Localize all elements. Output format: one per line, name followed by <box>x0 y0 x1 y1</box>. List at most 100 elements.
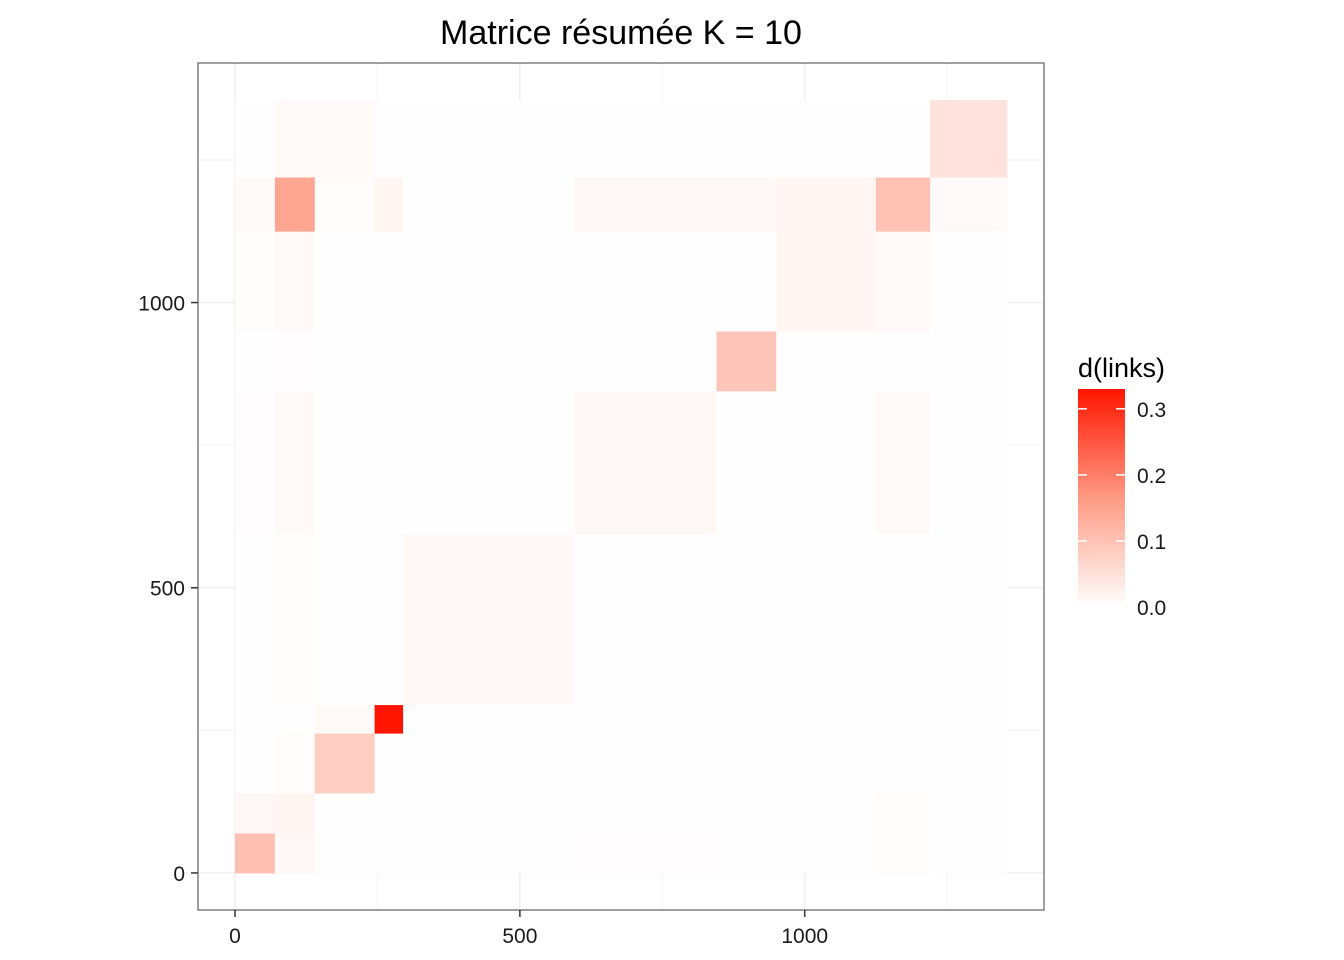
heatmap-cell <box>574 331 717 392</box>
heatmap-cell <box>235 177 276 232</box>
heatmap-cell <box>776 533 877 706</box>
heatmap-cell <box>875 704 931 734</box>
heatmap-cell <box>374 390 404 534</box>
legend-title: d(links) <box>1078 353 1165 383</box>
heatmap-cell <box>314 833 376 874</box>
heatmap-cell <box>403 704 575 734</box>
heatmap-cell <box>274 793 316 834</box>
heatmap-cell <box>574 704 717 734</box>
heatmap-cell <box>235 533 276 706</box>
heatmap-cell <box>930 231 1008 332</box>
heatmap-cell <box>776 231 877 332</box>
heatmap-cell <box>314 390 376 534</box>
heatmap-cell <box>574 100 717 178</box>
heatmap-cell <box>274 390 316 534</box>
heatmap-cell <box>776 793 877 834</box>
chart-title: Matrice résumée K = 10 <box>440 14 802 52</box>
heatmap-cell <box>374 533 404 706</box>
heatmap-cell <box>875 533 931 706</box>
heatmap-cell <box>776 100 877 178</box>
heatmap-cell <box>716 390 777 534</box>
heatmap-cell <box>875 793 931 834</box>
heatmap-cell <box>716 100 777 178</box>
heatmap-cell <box>403 231 575 332</box>
heatmap-cell <box>374 331 404 392</box>
heatmap-cell <box>403 100 575 178</box>
legend-colorbar <box>1078 389 1125 607</box>
heatmap-cell <box>776 833 877 874</box>
heatmap-cell <box>374 231 404 332</box>
heatmap-cell <box>235 390 276 534</box>
heatmap-cell <box>776 331 877 392</box>
heatmap-cell <box>235 833 276 874</box>
heatmap-cell <box>574 833 717 874</box>
heatmap-cell <box>574 533 717 706</box>
heatmap-cell <box>314 704 376 734</box>
heatmap-cell <box>274 733 316 794</box>
heatmap-cell <box>776 704 877 734</box>
x-tick-label: 500 <box>502 925 537 948</box>
heatmap-cell <box>930 533 1008 706</box>
legend: d(links) 0.0 0.1 0.2 0.3 <box>1078 353 1166 620</box>
y-tick-label: 500 <box>150 578 185 601</box>
y-tick-label: 0 <box>173 863 185 886</box>
heatmap-cell <box>574 793 717 834</box>
heatmap-cell <box>374 733 404 794</box>
legend-tick-label: 0.1 <box>1137 531 1166 554</box>
heatmap-cell <box>930 331 1008 392</box>
heatmap-cell <box>403 533 575 706</box>
heatmap-cell <box>274 100 316 178</box>
heatmap-cell <box>716 733 777 794</box>
heatmap-cell <box>235 733 276 794</box>
heatmap-cell <box>574 390 717 534</box>
heatmap-cell <box>716 231 777 332</box>
heatmap-cell <box>574 177 717 232</box>
heatmap-cell <box>374 704 404 734</box>
heatmap-cell <box>403 177 575 232</box>
heatmap-cell <box>374 793 404 834</box>
heatmap-cell <box>875 390 931 534</box>
heatmap-cell <box>930 177 1008 232</box>
heatmap-cell <box>374 100 404 178</box>
heatmap-cell <box>716 833 777 874</box>
heatmap-cell <box>716 177 777 232</box>
heatmap-cells <box>235 100 1008 874</box>
legend-tick-label: 0.0 <box>1137 597 1166 620</box>
heatmap-cell <box>314 177 376 232</box>
heatmap-cell <box>875 833 931 874</box>
heatmap-cell <box>235 231 276 332</box>
heatmap-cell <box>274 533 316 706</box>
heatmap-cell <box>930 733 1008 794</box>
x-tick-label: 1000 <box>781 925 828 948</box>
heatmap-cell <box>274 331 316 392</box>
heatmap-cell <box>930 100 1008 178</box>
heatmap-cell <box>716 533 777 706</box>
heatmap-cell <box>314 231 376 332</box>
y-tick-label: 1000 <box>138 293 185 316</box>
heatmap-cell <box>875 177 931 232</box>
x-tick-label: 0 <box>229 925 241 948</box>
heatmap-cell <box>875 733 931 794</box>
heatmap-cell <box>403 793 575 834</box>
heatmap-cell <box>314 733 376 794</box>
plot-border <box>197 62 1045 911</box>
heatmap-cell <box>574 231 717 332</box>
heatmap-cell <box>403 733 575 794</box>
heatmap-cell <box>274 833 316 874</box>
heatmap-cell <box>374 177 404 232</box>
axes: 0 500 1000 0 500 1000 <box>138 293 828 948</box>
heatmap-cell <box>374 833 404 874</box>
heatmap-cell <box>875 331 931 392</box>
heatmap-cell <box>235 100 276 178</box>
heatmap-cell <box>403 833 575 874</box>
heatmap-cell <box>930 704 1008 734</box>
heatmap-cell <box>314 793 376 834</box>
heatmap-cell <box>235 793 276 834</box>
heatmap-cell <box>875 231 931 332</box>
heatmap-cell <box>314 100 376 178</box>
heatmap-cell <box>274 231 316 332</box>
heatmap-cell <box>776 177 877 232</box>
heatmap-cell <box>235 331 276 392</box>
heatmap-cell <box>776 733 877 794</box>
